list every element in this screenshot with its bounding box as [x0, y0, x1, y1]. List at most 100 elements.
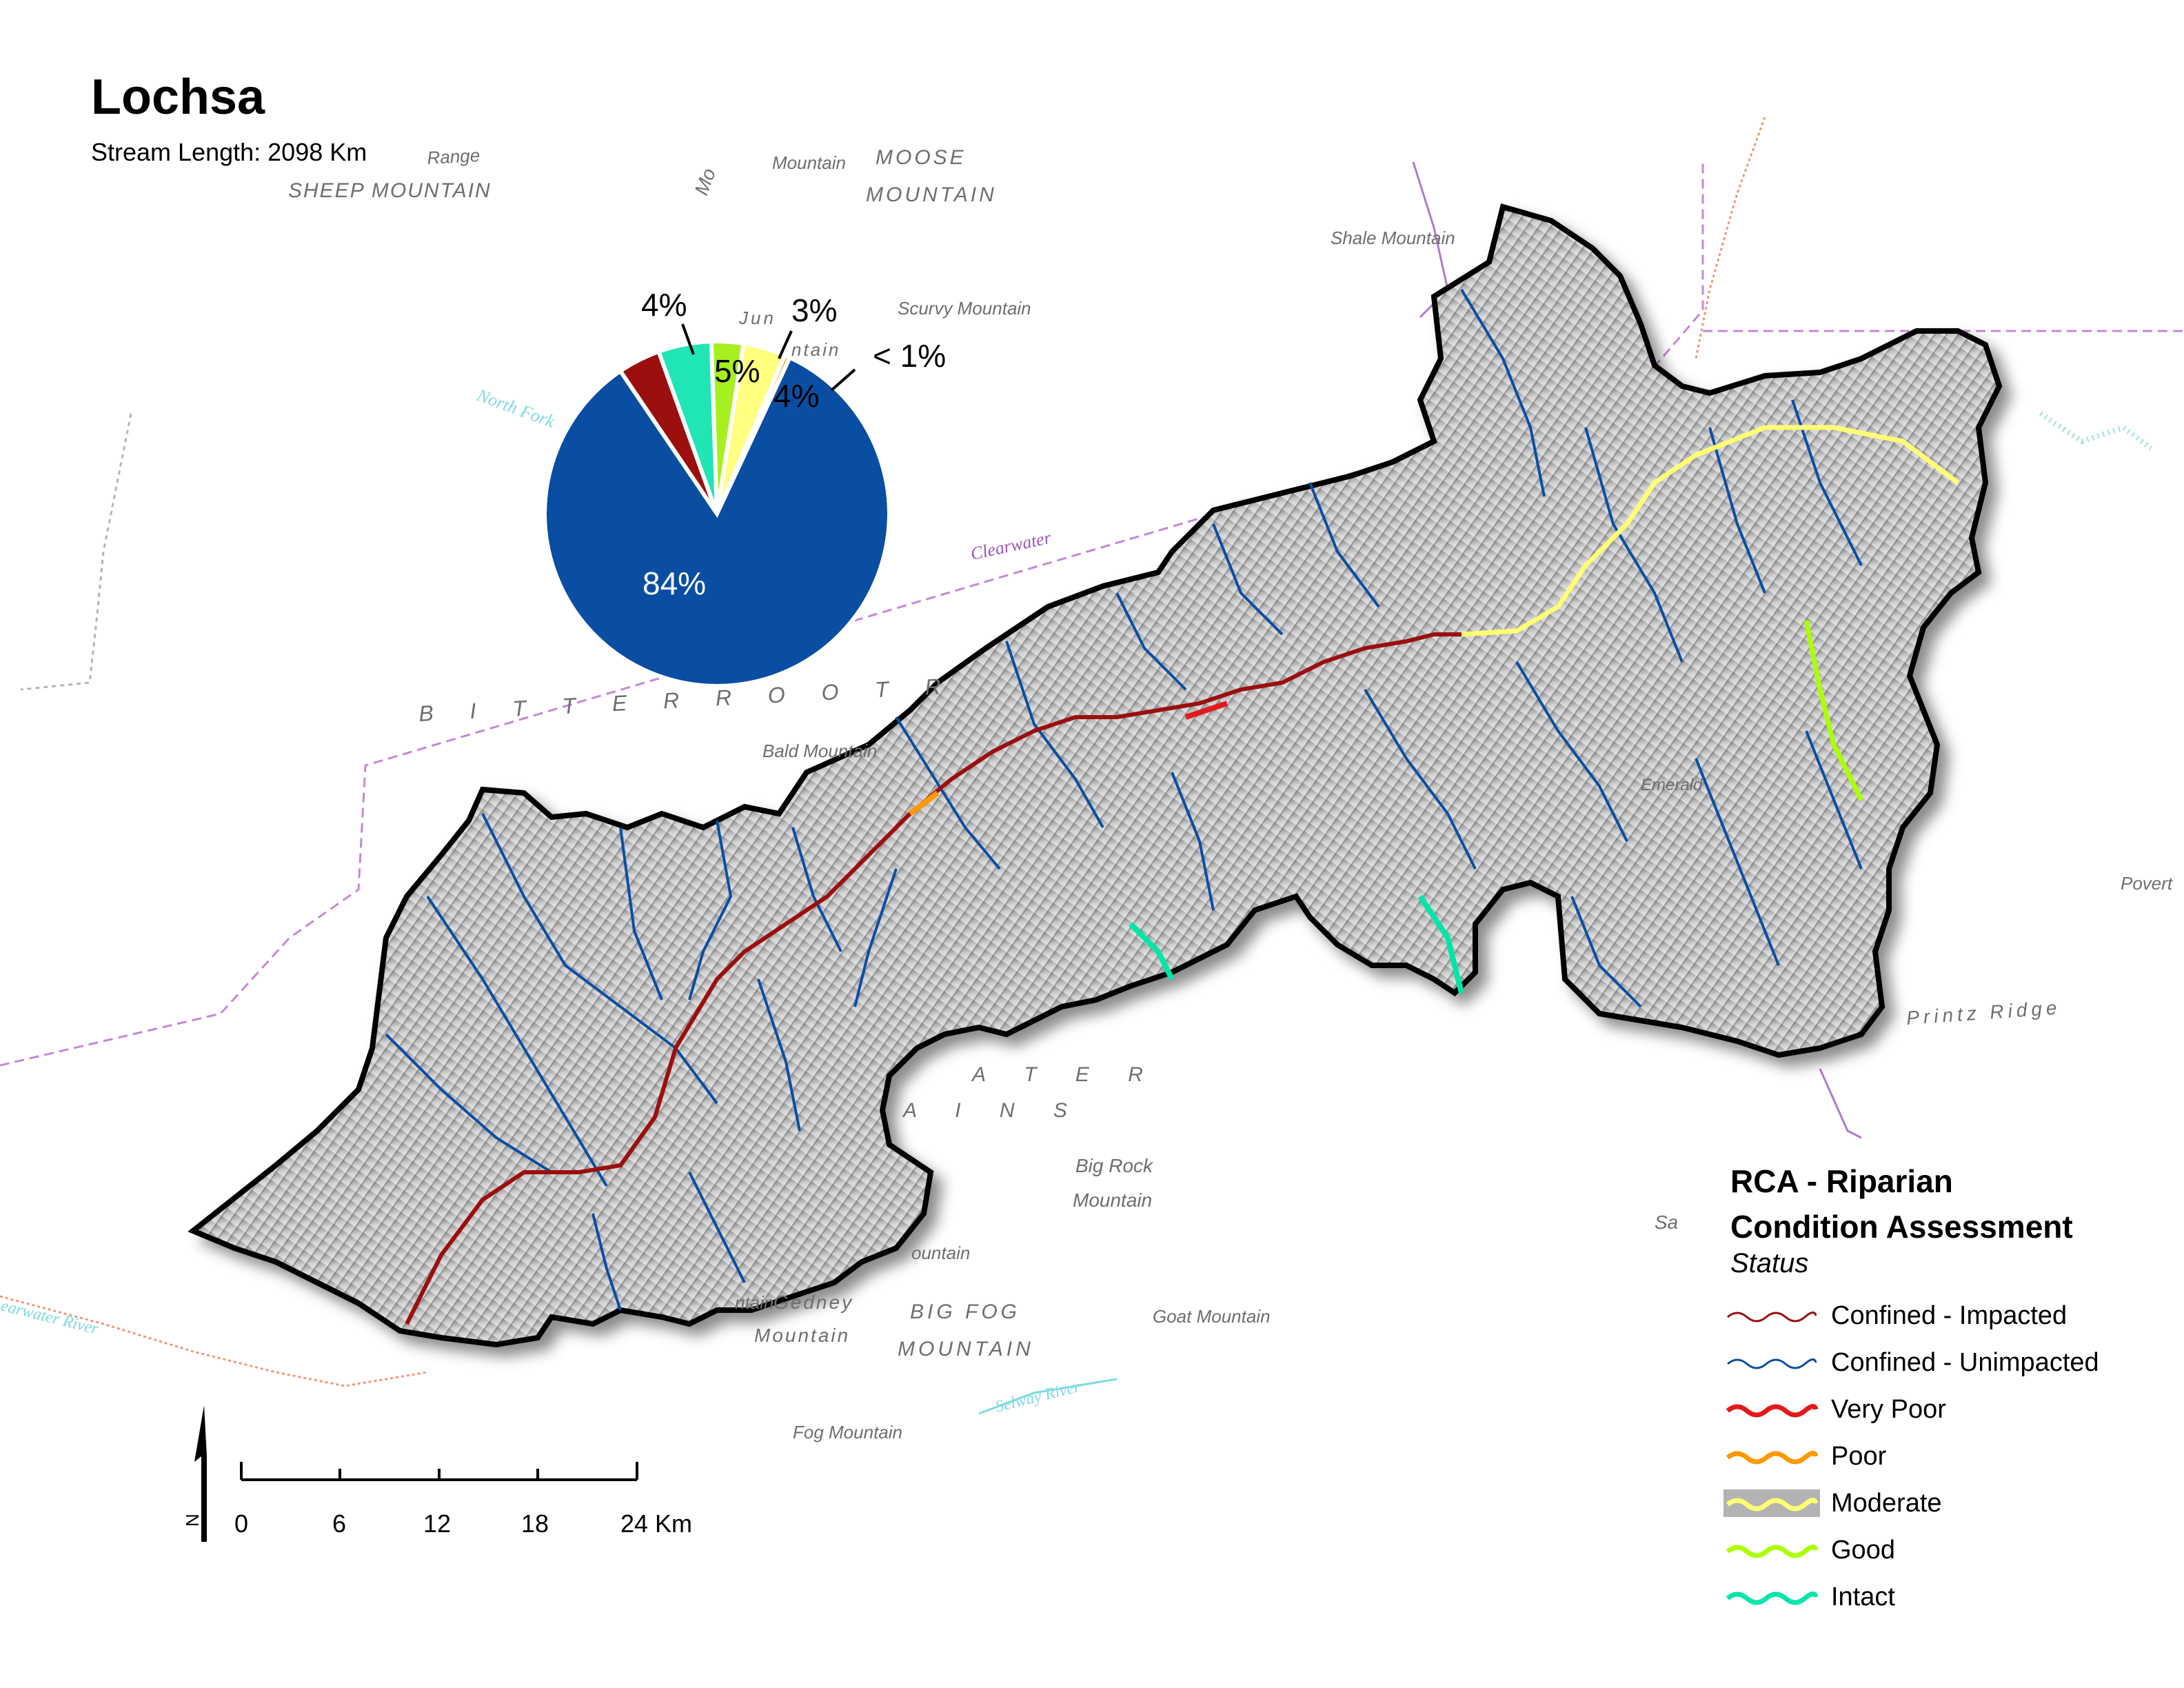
- stream-line: [895, 716, 1001, 870]
- main-stem-poor: [908, 790, 940, 816]
- place-label: earwater River: [0, 1297, 101, 1338]
- legend-label: Poor: [1831, 1441, 1887, 1471]
- place-label: SHEEP MOUNTAIN: [288, 179, 492, 202]
- place-label: MOUNTAIN: [898, 1338, 1034, 1360]
- place-label: A T E R: [971, 1063, 1160, 1086]
- scale-tick-label: 24 Km: [620, 1509, 692, 1538]
- cyan-river-line: [978, 1378, 1118, 1415]
- place-label: North Fork: [474, 385, 558, 432]
- place-label: Sa: [1655, 1212, 1678, 1233]
- legend-label: Confined - Unimpacted: [1831, 1347, 2099, 1377]
- place-label: Clearwater: [969, 528, 1053, 564]
- stream-line: [1584, 427, 1684, 663]
- pie-label-poor: < 1%: [873, 338, 946, 374]
- stream-line: [791, 827, 842, 952]
- legend-swatch: [1723, 1489, 1820, 1517]
- legend-subtitle: Status: [1730, 1248, 1809, 1278]
- stream-line: [688, 820, 733, 1001]
- place-label: Bald Mountain: [762, 741, 877, 761]
- map-title: Lochsa: [91, 70, 265, 125]
- legend-item: Confined - Unimpacted: [1723, 1343, 2099, 1382]
- stream-line: [1171, 772, 1215, 911]
- pie-outline: [543, 339, 891, 688]
- pie-leader-line: [830, 368, 856, 392]
- stream-line: [385, 1033, 553, 1174]
- legend-swatch: [1727, 1312, 1817, 1323]
- stream-line: [592, 1213, 622, 1311]
- legend-label: Moderate: [1831, 1488, 1942, 1518]
- legend-swatch: [1726, 1591, 1819, 1605]
- pie-leader-line: [778, 330, 793, 359]
- place-label: Gedney: [774, 1292, 853, 1313]
- scale-bar: N 0 6 12 18 24 Km: [182, 1405, 692, 1542]
- cyan-lake-dots: [2039, 411, 2153, 451]
- purple-boundary-line-east: [1819, 1068, 1862, 1139]
- legend-item: Confined - Impacted: [1723, 1296, 2067, 1335]
- place-label: ntain: [735, 1292, 774, 1313]
- pie-label-confined-unimpacted: 84%: [643, 565, 706, 601]
- place-label: Mountain: [754, 1325, 850, 1346]
- legend-swatch: [1726, 1545, 1819, 1558]
- stream-line: [1570, 896, 1642, 1008]
- north-label: N: [182, 1514, 203, 1527]
- pie-leader-line: [681, 323, 695, 355]
- legend-swatch: [1727, 1358, 1817, 1369]
- pie-label-intact: 5%: [714, 353, 760, 389]
- place-label: Mountain: [1073, 1189, 1152, 1211]
- stream-network: [385, 288, 1863, 1311]
- stream-line: [1115, 592, 1187, 691]
- stream-line: [426, 895, 608, 1187]
- place-label: Povert: [2121, 873, 2174, 894]
- stream-line: [853, 868, 898, 1007]
- place-label: Goat Mountain: [1153, 1306, 1271, 1327]
- stream-line: [619, 827, 663, 1001]
- legend-item: Very Poor: [1723, 1390, 1946, 1429]
- watershed-polygon: [188, 203, 2003, 1348]
- legend-item: Poor: [1723, 1437, 1886, 1476]
- scale-tick-label: 6: [332, 1509, 346, 1538]
- grey-dashed-boundary: [20, 413, 132, 691]
- place-label: A I N S: [902, 1099, 1084, 1122]
- place-label: ountain: [911, 1243, 970, 1263]
- stream-line: [481, 813, 718, 1105]
- place-label: MOOSE: [876, 146, 967, 169]
- stream-line: [1212, 523, 1284, 636]
- place-label: Mo: [691, 165, 720, 198]
- stream-line: [1364, 688, 1477, 870]
- place-label: Jun: [738, 308, 776, 328]
- place-label: MOUNTAIN: [866, 183, 997, 206]
- place-label: Range: [427, 145, 481, 168]
- stream-line: [1308, 482, 1380, 608]
- place-label: BIG FOG: [910, 1300, 1020, 1323]
- place-label: Printz Ridge: [1905, 996, 2061, 1029]
- legend-item: Intact: [1723, 1578, 1895, 1616]
- main-stem-good: [1803, 620, 1864, 801]
- orange-river-line: [0, 1295, 428, 1387]
- stream-line: [757, 978, 801, 1132]
- place-label: Shale Mountain: [1331, 228, 1455, 248]
- legend-item: Moderate: [1723, 1484, 1942, 1523]
- place-label: Scurvy Mountain: [898, 298, 1031, 319]
- pie-label-good: 3%: [791, 292, 837, 328]
- legend-label: Intact: [1831, 1582, 1895, 1611]
- stream-line: [1708, 427, 1766, 594]
- place-label: Big Rock: [1075, 1155, 1154, 1176]
- stream-line: [1460, 288, 1546, 497]
- stream-line: [1515, 661, 1628, 842]
- main-stem-moderate: [1461, 425, 1960, 637]
- stream-line: [1005, 641, 1104, 828]
- legend-title-line1: RCA - Riparian: [1730, 1163, 1953, 1199]
- legend-label: Confined - Impacted: [1831, 1300, 2067, 1330]
- pie-label-moderate: 4%: [774, 378, 819, 414]
- legend-title-line2: Condition Assessment: [1730, 1209, 2073, 1245]
- stream-line: [1805, 730, 1863, 870]
- main-stem-intact-2: [1417, 894, 1464, 994]
- map-subtitle: Stream Length: 2098 Km: [91, 138, 367, 166]
- main-stem-intact: [1129, 922, 1175, 981]
- legend-swatch: [1726, 1451, 1819, 1465]
- place-label: Fog Mountain: [793, 1422, 902, 1443]
- legend-label: Very Poor: [1831, 1394, 1946, 1424]
- place-label: ntain: [791, 339, 840, 360]
- main-stem-verypoor: [1184, 701, 1228, 720]
